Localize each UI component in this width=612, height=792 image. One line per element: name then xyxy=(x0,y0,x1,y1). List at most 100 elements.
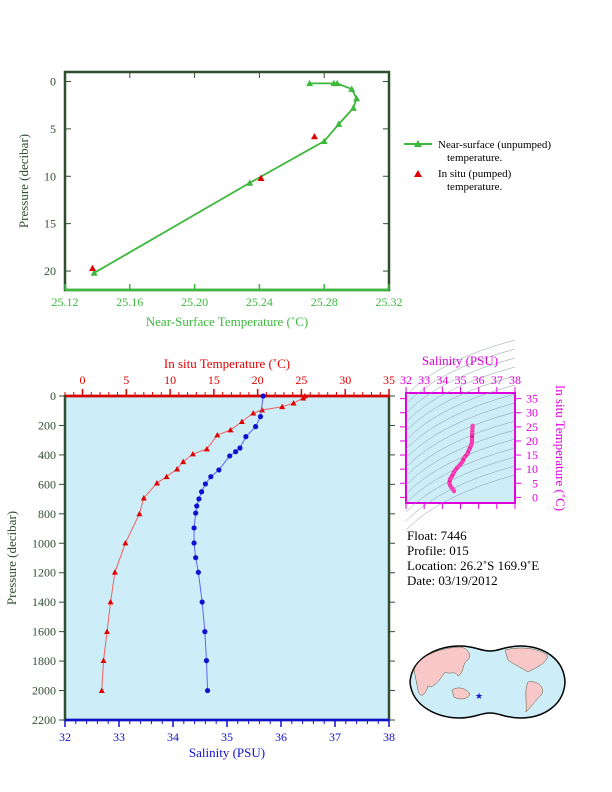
near-surface-point xyxy=(335,120,343,127)
salinity-point xyxy=(233,449,239,455)
temperature-tick-label: 10 xyxy=(164,373,176,387)
y-tick-label: 10 xyxy=(44,169,56,183)
temperature-point xyxy=(290,400,297,406)
salinity-tick-label: 35 xyxy=(221,730,233,744)
pressure-tick-label: 2200 xyxy=(32,713,56,727)
temperature-point xyxy=(227,427,234,433)
surface-legend: Near-surface (unpumped) temperature. In … xyxy=(404,139,551,193)
ts-point xyxy=(452,489,456,493)
ts-x-label: Salinity (PSU) xyxy=(422,353,498,368)
density-contour xyxy=(405,339,516,396)
surface-y-label: Pressure (decibar) xyxy=(16,134,31,228)
density-contour xyxy=(405,474,516,531)
in-situ-point xyxy=(310,132,318,140)
temperature-tick-label: 0 xyxy=(80,373,86,387)
density-contour xyxy=(405,420,516,477)
density-contour xyxy=(405,366,516,423)
float-id: Float: 7446 xyxy=(407,528,467,543)
ts-point xyxy=(470,424,475,429)
temperature-tick-label: 25 xyxy=(295,373,307,387)
ts-plot-frame xyxy=(405,392,516,504)
ts-y-tick-label: 0 xyxy=(532,490,538,504)
ts-x-tick-label: 37 xyxy=(491,373,503,387)
ts-point xyxy=(465,452,470,456)
ts-point xyxy=(460,460,465,464)
temperature-point xyxy=(174,466,181,472)
pressure-tick-label: 600 xyxy=(38,477,56,491)
ts-y-tick-label: 20 xyxy=(526,434,538,448)
ts-point xyxy=(453,468,457,473)
profile-chart: 0 5 10 15 20 25 30 35 32 33 34 35 36 37 38 0 200 400 600 80… xyxy=(4,356,395,760)
surface-x-label: Near-Surface Temperature (˚C) xyxy=(146,314,308,329)
salinity-point xyxy=(196,496,202,502)
ts-y-tick-label: 35 xyxy=(526,392,538,406)
near-surface-point xyxy=(349,104,357,111)
ts-x-tick-label: 38 xyxy=(509,373,521,387)
density-contour xyxy=(405,438,516,495)
salinity-tick-label: 34 xyxy=(167,730,179,744)
salinity-line xyxy=(193,395,264,691)
temperature-tick-label: 35 xyxy=(383,373,395,387)
map-south-america xyxy=(525,681,543,713)
salinity-point xyxy=(195,569,201,575)
temperature-point xyxy=(140,495,147,501)
x-tick-label: 25.24 xyxy=(246,295,273,309)
salinity-point xyxy=(203,658,210,664)
legend-label-near-surface: Near-surface (unpumped) xyxy=(438,139,551,151)
surface-plot-frame xyxy=(63,70,391,292)
pressure-tick-label: 400 xyxy=(38,448,56,462)
map-eurasia-africa xyxy=(413,646,470,696)
float-info: Float: 7446 Profile: 015 Location: 26.2˚… xyxy=(407,528,539,588)
temperature-tick-label: 15 xyxy=(208,373,220,387)
world-map: ★ xyxy=(409,645,566,719)
temperature-point xyxy=(259,406,266,413)
near-surface-point xyxy=(333,79,341,87)
density-contour xyxy=(405,411,516,468)
temperature-point xyxy=(136,510,143,517)
ts-x-tick-label: 34 xyxy=(436,373,448,387)
ts-x-tick-label: 35 xyxy=(455,373,467,387)
ts-y-tick-label: 5 xyxy=(532,476,538,490)
y-tick-label: 5 xyxy=(50,122,56,136)
temperature-point xyxy=(180,458,187,465)
temperature-point xyxy=(111,569,118,575)
salinity-point xyxy=(202,629,208,635)
ts-point xyxy=(470,431,474,435)
temperature-tick-label: 30 xyxy=(339,373,351,387)
salinity-point xyxy=(257,414,264,420)
temperature-point xyxy=(163,473,170,480)
temperature-point xyxy=(279,403,286,410)
ts-point xyxy=(470,427,475,432)
profile-plot-frame xyxy=(63,394,391,722)
salinity-point xyxy=(191,540,197,546)
legend-label-in-situ: In situ (pumped) xyxy=(438,168,512,180)
salinity-point xyxy=(260,393,266,399)
x-tick-label: 25.16 xyxy=(116,295,143,309)
ts-point xyxy=(467,447,471,452)
temperature-tick-label: 20 xyxy=(252,373,264,387)
salinity-point xyxy=(227,453,233,459)
near-surface-point xyxy=(306,79,314,87)
map-north-america xyxy=(504,647,549,673)
location: Location: 26.2˚S 169.9˚E xyxy=(407,558,539,573)
ts-y-tick-label: 30 xyxy=(526,406,538,420)
ts-point xyxy=(451,471,456,476)
salinity-tick-label: 37 xyxy=(329,730,341,744)
density-contour xyxy=(405,402,516,459)
legend-marker-in-situ xyxy=(414,170,422,177)
pressure-tick-label: 1000 xyxy=(32,536,56,550)
temperature-point xyxy=(203,446,210,452)
temperature-point xyxy=(100,657,107,664)
pressure-tick-label: 1400 xyxy=(32,595,56,609)
near-surface-point xyxy=(246,179,254,186)
salinity-point xyxy=(208,474,214,480)
in-situ-point xyxy=(89,264,97,271)
salinity-point xyxy=(194,503,200,509)
density-contour xyxy=(405,384,516,441)
x-tick-label: 25.28 xyxy=(311,295,338,309)
x-tick-label: 25.32 xyxy=(376,295,403,309)
ts-x-tick-label: 36 xyxy=(473,373,485,387)
temperature-point xyxy=(122,539,129,546)
